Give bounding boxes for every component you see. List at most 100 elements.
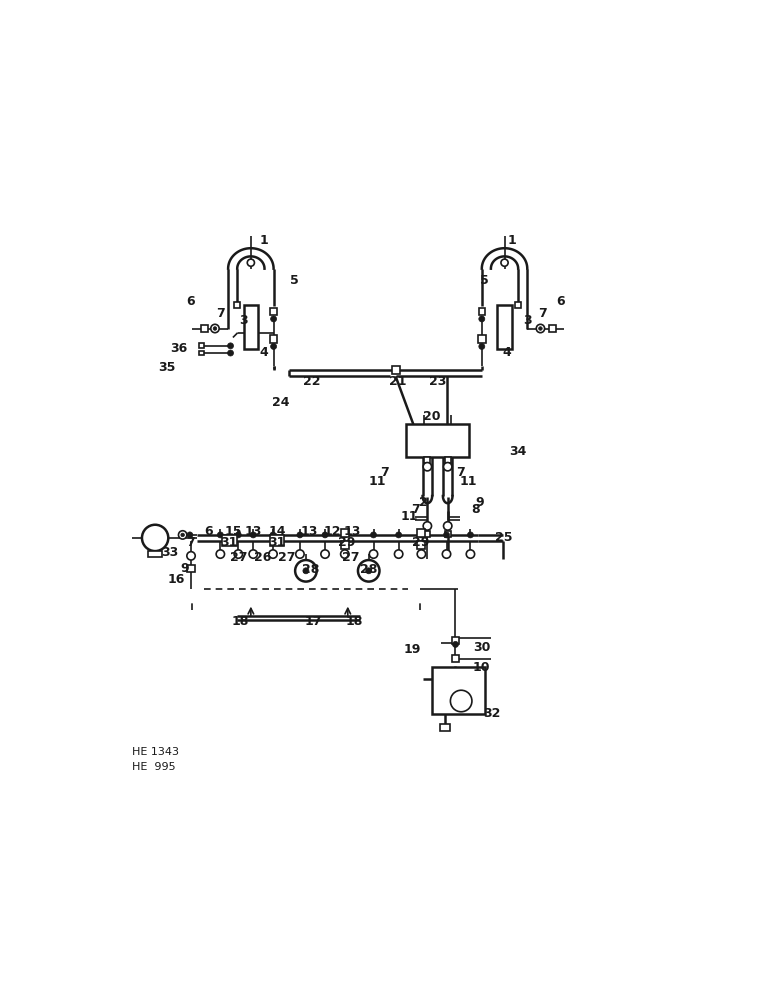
Bar <box>341 541 349 549</box>
Bar <box>479 308 485 315</box>
Bar <box>445 531 451 537</box>
Text: 34: 34 <box>510 445 527 458</box>
Circle shape <box>450 690 472 712</box>
Text: 27: 27 <box>229 551 247 564</box>
Circle shape <box>394 550 403 558</box>
Circle shape <box>479 343 485 349</box>
Bar <box>341 529 349 537</box>
Text: 11: 11 <box>400 510 418 523</box>
Circle shape <box>443 463 452 471</box>
Text: 27: 27 <box>278 551 296 564</box>
Circle shape <box>228 350 233 356</box>
Circle shape <box>234 550 242 558</box>
Bar <box>270 308 277 315</box>
Circle shape <box>271 343 276 349</box>
Circle shape <box>271 316 276 322</box>
Text: 6: 6 <box>556 295 564 308</box>
Text: 33: 33 <box>161 546 178 559</box>
Text: 11: 11 <box>460 475 477 488</box>
Text: 18: 18 <box>345 615 363 628</box>
Bar <box>432 667 486 714</box>
Text: 28: 28 <box>360 563 378 576</box>
Circle shape <box>501 259 508 266</box>
Bar <box>199 343 204 348</box>
Bar <box>445 457 451 463</box>
Text: 15: 15 <box>224 525 242 538</box>
Text: 16: 16 <box>168 573 185 586</box>
Bar <box>234 302 240 308</box>
Circle shape <box>211 324 219 333</box>
Text: 7: 7 <box>381 466 389 479</box>
Bar <box>148 551 162 557</box>
Circle shape <box>187 552 195 560</box>
Bar <box>515 302 521 308</box>
Bar <box>418 541 425 549</box>
Circle shape <box>247 259 255 266</box>
Bar <box>549 325 556 332</box>
Bar <box>497 305 512 349</box>
Text: 19: 19 <box>404 643 421 656</box>
Text: 13: 13 <box>344 525 361 538</box>
Circle shape <box>371 532 377 538</box>
Bar <box>425 457 430 463</box>
Text: 4: 4 <box>259 346 269 359</box>
Text: 10: 10 <box>473 661 490 674</box>
Text: 24: 24 <box>272 396 290 409</box>
Text: 5: 5 <box>290 274 298 287</box>
Circle shape <box>269 550 277 558</box>
Circle shape <box>321 550 329 558</box>
Circle shape <box>218 532 223 538</box>
Circle shape <box>537 324 544 333</box>
Text: 2: 2 <box>418 496 428 509</box>
Text: 4: 4 <box>502 346 511 359</box>
Circle shape <box>296 550 304 558</box>
Bar <box>270 535 284 546</box>
Bar <box>418 529 425 537</box>
Circle shape <box>444 532 449 538</box>
Text: 9: 9 <box>181 562 189 575</box>
Circle shape <box>442 550 451 558</box>
Circle shape <box>342 532 347 538</box>
Circle shape <box>369 550 378 558</box>
Circle shape <box>178 531 187 539</box>
Circle shape <box>358 560 380 582</box>
Text: 35: 35 <box>158 361 176 374</box>
Text: 36: 36 <box>171 342 188 355</box>
Bar <box>201 325 208 332</box>
Text: 13: 13 <box>300 525 317 538</box>
Text: 12: 12 <box>323 525 341 538</box>
Text: 22: 22 <box>303 375 320 388</box>
Text: 27: 27 <box>342 551 360 564</box>
Text: 32: 32 <box>482 707 500 720</box>
Bar <box>188 565 195 572</box>
Text: 8: 8 <box>472 503 480 516</box>
Circle shape <box>418 532 425 538</box>
Text: 1: 1 <box>259 234 269 247</box>
Circle shape <box>235 532 242 538</box>
Circle shape <box>322 532 328 538</box>
Text: 18: 18 <box>232 615 249 628</box>
Circle shape <box>443 522 452 530</box>
Circle shape <box>295 560 317 582</box>
Text: 29: 29 <box>338 536 355 549</box>
Circle shape <box>396 532 401 538</box>
Circle shape <box>479 316 485 322</box>
Text: 26: 26 <box>254 551 272 564</box>
Text: 29: 29 <box>412 536 429 549</box>
Text: 17: 17 <box>305 615 323 628</box>
Bar <box>406 424 469 457</box>
Text: 9: 9 <box>475 496 484 509</box>
Circle shape <box>228 343 233 349</box>
Text: 25: 25 <box>495 531 512 544</box>
Circle shape <box>466 550 475 558</box>
Text: 31: 31 <box>269 536 286 549</box>
Text: 7: 7 <box>216 307 225 320</box>
Bar <box>425 531 430 537</box>
Text: 3: 3 <box>239 314 248 327</box>
Circle shape <box>303 568 309 574</box>
Bar <box>222 535 236 546</box>
Text: 7: 7 <box>538 307 547 320</box>
Circle shape <box>216 550 225 558</box>
Circle shape <box>539 327 542 330</box>
Text: 7: 7 <box>411 503 421 516</box>
